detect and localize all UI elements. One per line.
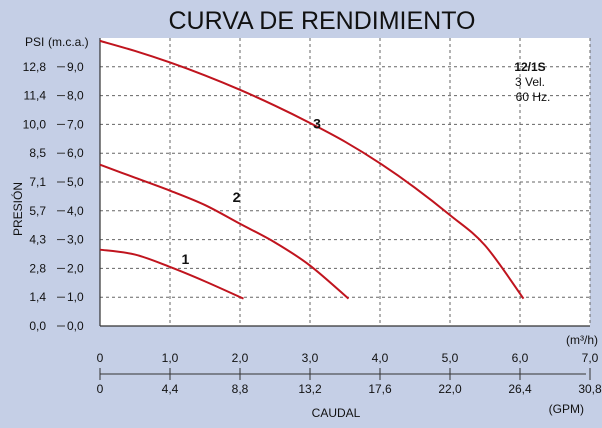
y-units-right: (m.c.a.) xyxy=(48,35,89,49)
x-tick-label-primary: 0 xyxy=(97,351,104,365)
y-tick-label-mca: 9,0 xyxy=(67,60,84,74)
x-tick-label-secondary: 30,8 xyxy=(578,382,602,396)
y-tick-label-mca: 5,0 xyxy=(67,175,84,189)
x-axis: 0 1,0 2,0 3,0 4,0 5,0 6,0 7,0 0 4,4 8,8 13,2 17,6 22,… xyxy=(97,351,602,396)
curve-2 xyxy=(99,163,350,300)
x-tick-label-primary: 2,0 xyxy=(232,351,249,365)
curve-3 xyxy=(99,39,525,300)
y-tick-label-psi: 0,0 xyxy=(29,319,46,333)
x-tick-label-primary: 7,0 xyxy=(582,351,599,365)
x-tick-label-secondary: 26,4 xyxy=(508,382,532,396)
y-tick-label-psi: 4,3 xyxy=(29,233,46,247)
curve-label-2: 2 xyxy=(233,189,241,205)
x-units-primary: (m³/h) xyxy=(566,333,598,347)
grid xyxy=(99,38,591,327)
y-tick-label-psi: 7,1 xyxy=(29,175,46,189)
curve-label-1: 1 xyxy=(182,251,190,267)
x-tick-label-primary: 4,0 xyxy=(372,351,389,365)
y-tick-label-psi: 12,8 xyxy=(23,60,47,74)
x-tick-label-secondary: 22,0 xyxy=(438,382,462,396)
y-axis: 0,0 1,0 2,0 3,0 4,0 5,0 6,0 7,0 8,0 9,0 0,0 1,4 2,8 4… xyxy=(23,60,84,333)
series-group: 1 2 3 xyxy=(99,39,525,300)
y-tick-label-mca: 7,0 xyxy=(67,117,84,131)
y-tick-label-psi: 5,7 xyxy=(29,204,46,218)
x-tick-label-primary: 5,0 xyxy=(442,351,459,365)
y-units-left: PSI xyxy=(25,35,44,49)
y-tick-label-psi: 8,5 xyxy=(29,146,46,160)
chart-title: CURVA DE RENDIMIENTO xyxy=(169,7,476,35)
x-tick-label-primary: 3,0 xyxy=(302,351,319,365)
x-tick-label-secondary: 0 xyxy=(97,382,104,396)
curve-1 xyxy=(99,248,244,300)
x-tick-label-primary: 6,0 xyxy=(512,351,529,365)
y-axis-label: PRESIÓN xyxy=(10,182,25,236)
y-tick-label-mca: 4,0 xyxy=(67,204,84,218)
y-tick-label-mca: 0,0 xyxy=(67,319,84,333)
x-units-secondary: (GPM) xyxy=(549,402,584,416)
y-tick-label-psi: 1,4 xyxy=(29,290,46,304)
y-tick-label-psi: 10,0 xyxy=(23,117,47,131)
curve-label-3: 3 xyxy=(313,116,321,132)
speeds-label: 3 Vel. xyxy=(515,75,545,89)
y-tick-label-mca: 1,0 xyxy=(67,290,84,304)
frequency-label: 60 Hz. xyxy=(516,90,551,104)
x-tick-label-secondary: 4,4 xyxy=(162,382,179,396)
y-tick-label-psi: 11,4 xyxy=(24,89,47,103)
y-tick-label-mca: 3,0 xyxy=(67,233,84,247)
y-tick-label-mca: 2,0 xyxy=(67,261,84,275)
x-axis-label: CAUDAL xyxy=(312,406,361,420)
x-tick-label-secondary: 17,6 xyxy=(368,382,392,396)
y-tick-label-psi: 2,8 xyxy=(29,261,46,275)
y-tick-label-mca: 6,0 xyxy=(67,146,84,160)
x-tick-label-secondary: 8,8 xyxy=(232,382,249,396)
y-tick-label-mca: 8,0 xyxy=(67,89,84,103)
model-label: 12/1S xyxy=(514,60,545,74)
x-tick-label-primary: 1,0 xyxy=(162,351,179,365)
x-tick-label-secondary: 13,2 xyxy=(298,382,322,396)
